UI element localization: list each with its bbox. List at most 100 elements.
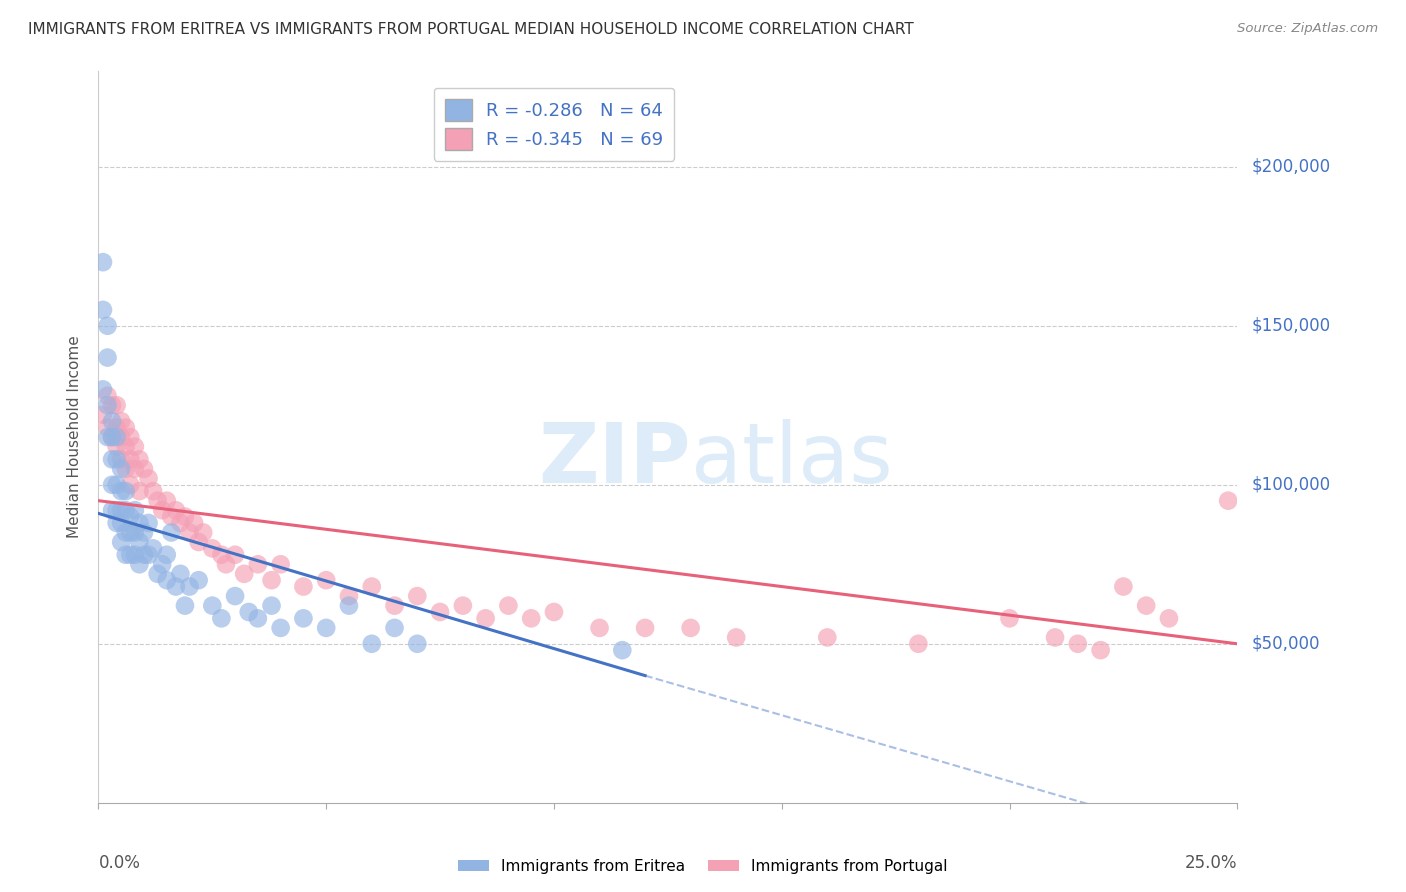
Point xyxy=(110,452,132,467)
Point xyxy=(1090,643,1112,657)
Point xyxy=(165,503,187,517)
Point xyxy=(406,637,429,651)
Point xyxy=(193,525,215,540)
Point xyxy=(132,525,155,540)
Point xyxy=(110,484,132,499)
Point xyxy=(246,558,269,572)
Point xyxy=(96,389,118,403)
Legend: Immigrants from Eritrea, Immigrants from Portugal: Immigrants from Eritrea, Immigrants from… xyxy=(453,853,953,880)
Point xyxy=(124,525,146,540)
Text: Source: ZipAtlas.com: Source: ZipAtlas.com xyxy=(1237,22,1378,36)
Point xyxy=(120,509,142,524)
Point xyxy=(160,509,183,524)
Point xyxy=(224,548,246,562)
Point xyxy=(612,643,634,657)
Point xyxy=(292,580,315,594)
Text: atlas: atlas xyxy=(690,418,893,500)
Point xyxy=(132,548,155,562)
Point xyxy=(224,589,246,603)
Point xyxy=(179,525,201,540)
Point xyxy=(128,516,150,530)
Text: ZIP: ZIP xyxy=(538,418,690,500)
Point xyxy=(110,516,132,530)
Point xyxy=(201,541,224,556)
Point xyxy=(150,503,173,517)
Point xyxy=(124,440,146,454)
Point xyxy=(124,548,146,562)
Point xyxy=(406,589,429,603)
Point xyxy=(160,525,183,540)
Point xyxy=(105,440,128,454)
Point xyxy=(114,548,136,562)
Point xyxy=(384,621,406,635)
Point xyxy=(105,503,128,517)
Point xyxy=(128,535,150,549)
Point xyxy=(907,637,929,651)
Point xyxy=(360,580,382,594)
Point xyxy=(105,477,128,491)
Text: $50,000: $50,000 xyxy=(1251,635,1320,653)
Point xyxy=(179,580,201,594)
Point xyxy=(260,599,283,613)
Point xyxy=(114,503,136,517)
Point xyxy=(679,621,702,635)
Point xyxy=(128,484,150,499)
Point xyxy=(101,430,124,444)
Point xyxy=(138,516,160,530)
Point xyxy=(101,398,124,412)
Point xyxy=(201,599,224,613)
Point xyxy=(451,599,474,613)
Point xyxy=(156,573,179,587)
Point xyxy=(142,484,165,499)
Point xyxy=(124,503,146,517)
Point xyxy=(110,462,132,476)
Point xyxy=(132,462,155,476)
Point xyxy=(474,611,496,625)
Point xyxy=(588,621,610,635)
Legend: R = -0.286   N = 64, R = -0.345   N = 69: R = -0.286 N = 64, R = -0.345 N = 69 xyxy=(434,87,673,161)
Point xyxy=(138,471,160,485)
Text: $200,000: $200,000 xyxy=(1251,158,1330,176)
Point xyxy=(165,580,187,594)
Point xyxy=(209,611,232,625)
Point xyxy=(337,599,360,613)
Point xyxy=(101,477,124,491)
Point xyxy=(315,573,337,587)
Point xyxy=(1067,637,1090,651)
Point xyxy=(138,548,160,562)
Point xyxy=(96,318,118,333)
Point xyxy=(110,414,132,428)
Point xyxy=(120,430,142,444)
Point xyxy=(110,430,132,444)
Point xyxy=(146,566,169,581)
Point xyxy=(124,462,146,476)
Point xyxy=(169,516,191,530)
Point xyxy=(292,611,315,625)
Point xyxy=(105,452,128,467)
Point xyxy=(209,548,232,562)
Text: IMMIGRANTS FROM ERITREA VS IMMIGRANTS FROM PORTUGAL MEDIAN HOUSEHOLD INCOME CORR: IMMIGRANTS FROM ERITREA VS IMMIGRANTS FR… xyxy=(28,22,914,37)
Point xyxy=(1218,493,1240,508)
Point xyxy=(96,420,118,434)
Point xyxy=(101,430,124,444)
Point xyxy=(120,525,142,540)
Point xyxy=(187,573,209,587)
Point xyxy=(360,637,382,651)
Point xyxy=(998,611,1021,625)
Point xyxy=(114,440,136,454)
Point xyxy=(174,599,197,613)
Point xyxy=(1135,599,1157,613)
Point xyxy=(1112,580,1135,594)
Point xyxy=(105,516,128,530)
Point xyxy=(1157,611,1180,625)
Point xyxy=(498,599,520,613)
Point xyxy=(114,462,136,476)
Point xyxy=(429,605,451,619)
Point xyxy=(337,589,360,603)
Point xyxy=(101,452,124,467)
Text: $100,000: $100,000 xyxy=(1251,475,1330,494)
Point xyxy=(120,477,142,491)
Point xyxy=(101,414,124,428)
Point xyxy=(215,558,238,572)
Text: 0.0%: 0.0% xyxy=(98,854,141,872)
